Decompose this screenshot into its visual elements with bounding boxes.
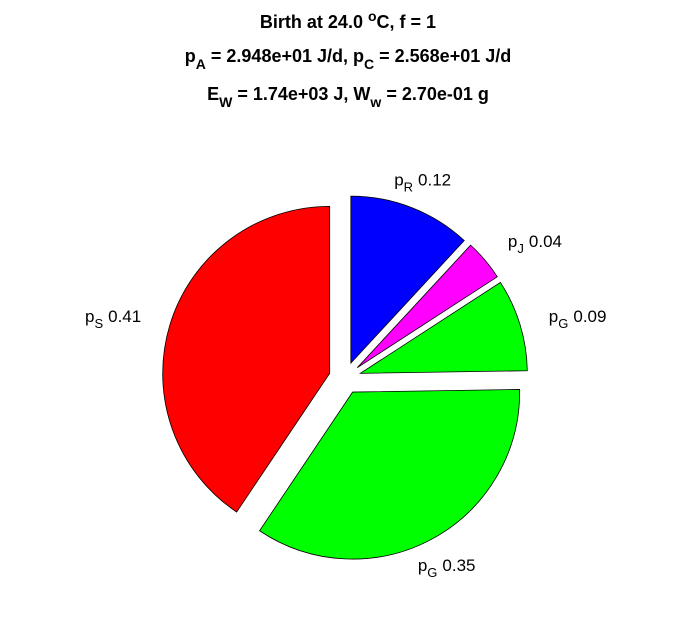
title-segment: = 2.70e-01 g	[381, 84, 489, 104]
label-value: 0.04	[529, 232, 562, 251]
title-segment: Birth at 24.0	[260, 12, 368, 32]
title-segment: W	[219, 94, 233, 110]
slice-label: pS 0.41	[85, 307, 141, 331]
title-segment: w	[369, 94, 381, 110]
title-segment: = 2.568e+01 J/d	[374, 46, 511, 66]
title-segment: = 1.74e+03 J, W	[232, 84, 370, 104]
label-value: 0.09	[573, 307, 606, 326]
label-symbol: p	[394, 171, 403, 190]
label-subscript: G	[558, 316, 568, 331]
slice-label: pG 0.35	[418, 556, 476, 580]
title-segment: = 2.948e+01 J/d, p	[206, 46, 364, 66]
slice-label: pG 0.09	[549, 307, 607, 331]
title-segment: E	[207, 84, 219, 104]
label-value: 0.41	[108, 307, 141, 326]
slice-label: pJ 0.04	[508, 232, 562, 256]
pie-slice	[356, 244, 498, 369]
title-segment: C	[364, 56, 374, 72]
label-subscript: G	[427, 565, 437, 580]
label-subscript: S	[94, 316, 103, 331]
label-value: 0.12	[418, 171, 451, 190]
title-segment: C, f = 1	[377, 12, 437, 32]
label-subscript: J	[517, 241, 524, 256]
label-value: 0.35	[442, 556, 475, 575]
pie-slice	[259, 389, 521, 560]
pie-slice	[358, 281, 528, 374]
label-subscript: R	[404, 180, 413, 195]
title-segment: p	[185, 46, 196, 66]
label-symbol: p	[549, 307, 558, 326]
slice-label: pR 0.12	[394, 171, 451, 195]
title-segment: o	[368, 8, 377, 24]
chart-title: Birth at 24.0 oC, f = 1	[260, 8, 436, 32]
chart-title: EW = 1.74e+03 J, Ww = 2.70e-01 g	[207, 84, 489, 110]
chart-title: pA = 2.948e+01 J/d, pC = 2.568e+01 J/d	[185, 46, 511, 72]
title-segment: A	[196, 56, 206, 72]
label-symbol: p	[508, 232, 517, 251]
pie-slice	[350, 195, 465, 365]
pie-slice	[162, 205, 331, 513]
label-symbol: p	[85, 307, 94, 326]
label-symbol: p	[418, 556, 427, 575]
